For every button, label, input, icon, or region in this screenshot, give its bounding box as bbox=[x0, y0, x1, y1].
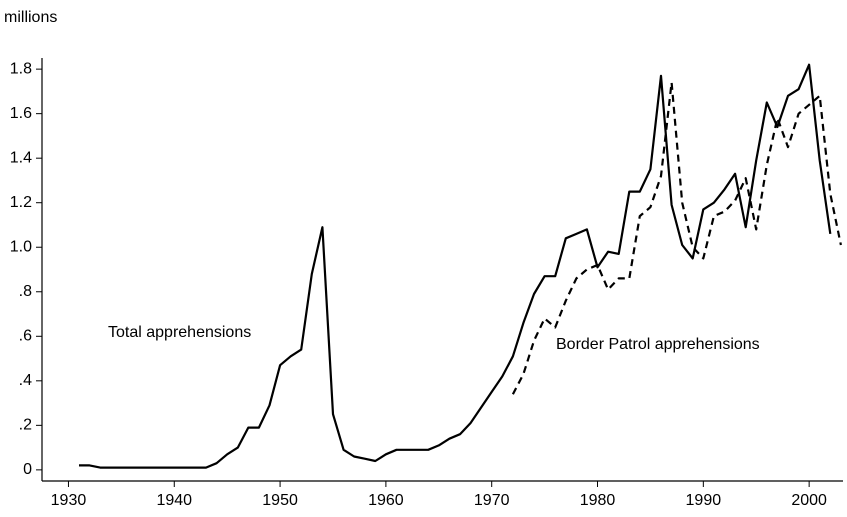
y-tick-label: .2 bbox=[19, 417, 32, 434]
y-tick-label: .8 bbox=[19, 283, 32, 300]
y-tick-label: 1.8 bbox=[10, 60, 32, 77]
x-tick-label: 2000 bbox=[791, 492, 827, 509]
series-line bbox=[79, 63, 832, 469]
x-tick-label: 1970 bbox=[474, 492, 510, 509]
y-axis-label: millions bbox=[4, 9, 57, 26]
x-tick-label: 1960 bbox=[368, 492, 404, 509]
x-tick-label: 1980 bbox=[580, 492, 616, 509]
x-tick-label: 1930 bbox=[51, 492, 87, 509]
y-tick-label: .6 bbox=[19, 328, 32, 345]
annotation: Total apprehensions bbox=[108, 324, 251, 341]
y-tick-label: 1.2 bbox=[10, 194, 32, 211]
y-tick-label: 0 bbox=[23, 461, 32, 478]
y-tick-label: 1.0 bbox=[10, 238, 32, 255]
y-tick-label: 1.6 bbox=[10, 105, 32, 122]
x-tick-label: 1940 bbox=[156, 492, 192, 509]
annotation: Border Patrol apprehensions bbox=[556, 336, 760, 353]
y-tick-label: 1.4 bbox=[10, 149, 32, 166]
y-tick-label: .4 bbox=[19, 372, 32, 389]
x-tick-label: 1990 bbox=[686, 492, 722, 509]
x-tick-label: 1950 bbox=[262, 492, 298, 509]
